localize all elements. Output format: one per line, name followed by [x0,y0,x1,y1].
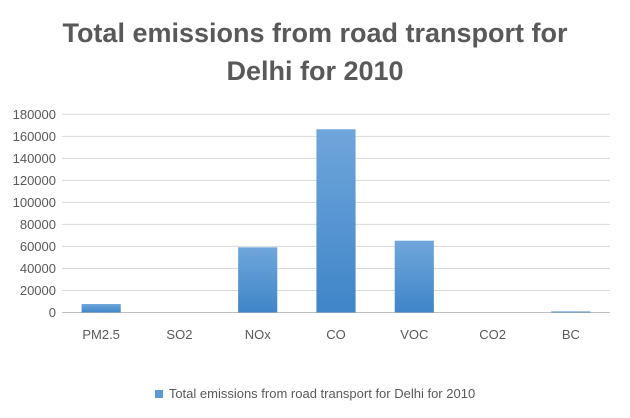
bar-voc [394,240,434,313]
bar-pm25 [81,304,121,313]
x-tick-label: BC [562,327,580,342]
x-tick-label: NOx [245,327,272,342]
y-tick-label: 120000 [13,173,56,188]
x-tick-label: PM2.5 [82,327,120,342]
bar-nox [238,247,278,313]
legend-swatch [154,390,163,398]
chart-title-line-1: Total emissions from road transport for [62,18,568,48]
y-tick-label: 20000 [20,283,56,298]
y-tick-label: 80000 [20,217,56,232]
x-tick-label: CO2 [479,327,506,342]
x-tick-label: VOC [400,327,428,342]
x-tick-label: CO [326,327,346,342]
bar-co [316,129,356,313]
y-tick-label: 160000 [13,129,56,144]
bar-bc [551,311,591,313]
y-tick-label: 40000 [20,261,56,276]
x-tick-label: SO2 [166,327,192,342]
y-tick-label: 180000 [13,107,56,122]
y-tick-label: 100000 [13,195,56,210]
legend: Total emissions from road transport for … [0,386,630,401]
chart-title-line-2: Delhi for 2010 [226,56,404,86]
legend-label: Total emissions from road transport for … [168,386,476,401]
y-tick-label: 60000 [20,239,56,254]
chart-title: Total emissions from road transport for … [0,14,630,90]
y-tick-label: 0 [49,305,56,320]
y-tick-label: 140000 [13,151,56,166]
